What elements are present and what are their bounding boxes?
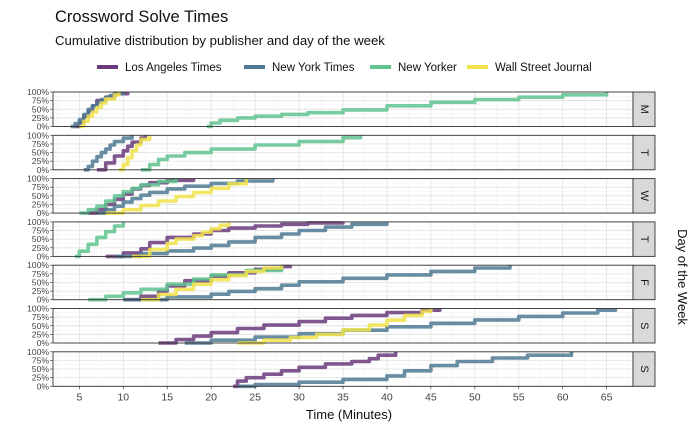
- y-tick-label: 75%: [32, 355, 50, 365]
- series-line: [79, 92, 121, 129]
- series-line: [233, 351, 398, 389]
- y-tick-label: 50%: [32, 234, 50, 244]
- x-tick-label: 50: [469, 391, 481, 403]
- x-tick-label: 65: [601, 391, 613, 403]
- y-tick-label: 100%: [27, 347, 49, 357]
- y-tick-label: 75%: [32, 139, 50, 149]
- y-tick-label: 50%: [32, 321, 50, 331]
- y-tick-label: 25%: [32, 113, 50, 123]
- y-tick-label: 50%: [32, 364, 50, 374]
- y-tick-label: 50%: [32, 148, 50, 158]
- x-axis: 5 10 15 20 25 30 35 40 45 50 55 60 65: [76, 386, 613, 403]
- series-line: [96, 178, 275, 215]
- facet-strip: [632, 308, 656, 344]
- y-tick-label: 50%: [32, 277, 50, 287]
- facet-strip: [632, 351, 656, 387]
- legend-label: Wall Street Journal: [495, 62, 592, 74]
- chart-subtitle: Cumulative distribution by publisher and…: [55, 33, 385, 48]
- y-tick-label: 0%: [37, 251, 50, 261]
- facet-panel: W 0%25%50%75%100%: [27, 174, 656, 218]
- chart-title: Crossword Solve Times: [55, 8, 228, 26]
- x-tick-label: 15: [161, 391, 173, 403]
- series-line: [132, 221, 231, 259]
- series-line: [105, 178, 249, 215]
- series-line: [75, 221, 126, 259]
- series-line: [237, 351, 574, 389]
- facet-panel: M 0%25%50%75%100%: [27, 87, 656, 132]
- series-line: [140, 135, 363, 172]
- x-tick-label: 45: [425, 391, 437, 403]
- y-tick-label: 25%: [32, 243, 50, 253]
- legend-label: New York Times: [272, 62, 355, 74]
- facet-strip: [632, 221, 656, 257]
- y-tick-label: 75%: [32, 269, 50, 279]
- y-tick-label: 75%: [32, 312, 50, 322]
- x-tick-label: 40: [381, 391, 393, 403]
- facet-strip-label: M: [638, 105, 650, 114]
- y-tick-label: 100%: [27, 260, 49, 270]
- y-tick-label: 25%: [32, 373, 50, 383]
- facet-panel: S 0%25%50%75%100%: [27, 304, 656, 348]
- x-tick-label: 25: [249, 391, 261, 403]
- legend: Los Angeles Times New York Times New Yorke…: [97, 62, 592, 74]
- x-tick-label: 35: [337, 391, 349, 403]
- facet-strip: [632, 134, 656, 171]
- y-tick-label: 75%: [32, 182, 50, 192]
- series-line: [123, 265, 512, 302]
- x-tick-label: 10: [117, 391, 129, 403]
- series-line: [237, 308, 433, 345]
- y-tick-label: 25%: [32, 286, 50, 296]
- x-tick-label: 60: [557, 391, 569, 403]
- y-tick-label: 100%: [27, 174, 49, 184]
- facet-panel: T 0%25%50%75%100%: [27, 217, 656, 261]
- series-line: [158, 308, 442, 345]
- x-tick-label: 55: [513, 391, 525, 403]
- series-line: [184, 308, 618, 345]
- y-tick-label: 0%: [37, 381, 50, 391]
- y-tick-label: 0%: [37, 208, 50, 218]
- facet-panels: M0%25%50%75%100%T0%25%50%75%100%W0%25%50…: [27, 87, 656, 391]
- y-tick-label: 0%: [37, 338, 50, 348]
- facet-strip-label: T: [638, 236, 650, 243]
- y-tick-label: 0%: [37, 122, 50, 132]
- facet-strip-label: T: [638, 149, 650, 156]
- series-line: [140, 265, 284, 302]
- facet-strip-label: F: [638, 279, 650, 286]
- y-tick-label: 50%: [32, 104, 50, 114]
- facet-strip-label: S: [638, 322, 650, 329]
- series-line: [206, 92, 609, 129]
- series-line: [83, 135, 134, 172]
- y-tick-label: 75%: [32, 226, 50, 236]
- facet-panel: S 0%25%50%75%100%: [27, 347, 656, 391]
- legend-label: New Yorker: [398, 62, 457, 74]
- series-line: [79, 178, 178, 215]
- legend-label: Los Angeles Times: [125, 62, 222, 74]
- y-tick-label: 25%: [32, 329, 50, 339]
- y-tick-label: 50%: [32, 191, 50, 201]
- facet-panel: T 0%25%50%75%100%: [27, 130, 656, 175]
- y-tick-label: 100%: [27, 304, 49, 314]
- facet-strip-label: S: [638, 365, 650, 372]
- series-line: [114, 221, 389, 259]
- y-tick-label: 100%: [27, 130, 49, 140]
- y-tick-label: 100%: [27, 87, 49, 97]
- x-tick-label: 5: [76, 391, 82, 403]
- y-tick-label: 100%: [27, 217, 49, 227]
- facet-panel: F 0%25%50%75%100%: [27, 260, 656, 305]
- facet-strip-label: W: [638, 191, 650, 202]
- y-tick-label: 25%: [32, 199, 50, 209]
- y-tick-label: 25%: [32, 156, 50, 166]
- facet-strip: [632, 91, 656, 127]
- y-tick-label: 75%: [32, 96, 50, 106]
- y-tick-label: 0%: [37, 165, 50, 175]
- facet-strip: [632, 178, 656, 214]
- y-axis-title: Day of the Week: [675, 229, 690, 325]
- series-line: [118, 135, 152, 172]
- x-tick-label: 20: [205, 391, 217, 403]
- facet-strip: [632, 264, 656, 301]
- x-axis-title: Time (Minutes): [306, 407, 392, 422]
- x-tick-label: 30: [293, 391, 305, 403]
- y-tick-label: 0%: [37, 295, 50, 305]
